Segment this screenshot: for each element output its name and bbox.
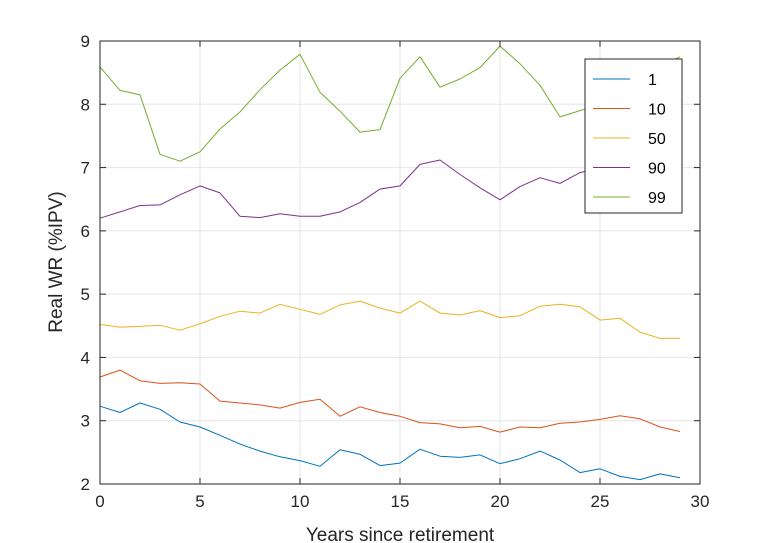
series-line-50 [99, 300, 680, 339]
x-tick-labels: 0 5 10 15 20 25 30 [95, 492, 709, 511]
y-tick-label: 4 [81, 348, 90, 367]
legend-label: 99 [648, 190, 666, 207]
legend: 1 10 50 90 99 [584, 58, 683, 214]
y-tick-labels: 2 3 4 5 6 7 8 9 [81, 32, 90, 494]
series-lines [99, 45, 681, 481]
x-tick-label: 0 [95, 492, 104, 511]
y-axis-label: Real WR (%IPV) [46, 191, 67, 332]
series-line-1 [99, 402, 681, 481]
y-tick-label: 2 [81, 475, 90, 494]
series-line-10 [99, 369, 681, 433]
legend-label: 1 [648, 72, 657, 89]
x-axis-label: Years since retirement [306, 525, 495, 543]
legend-label: 50 [648, 131, 666, 148]
axis-ticks [99, 40, 701, 485]
x-tick-label: 15 [391, 492, 410, 511]
series-line-90 [99, 159, 680, 219]
y-tick-label: 9 [81, 32, 90, 51]
legend-label: 90 [648, 161, 666, 178]
x-tick-label: 5 [195, 492, 204, 511]
x-tick-label: 20 [491, 492, 510, 511]
x-tick-label: 30 [691, 492, 710, 511]
y-tick-label: 8 [81, 95, 90, 114]
y-tick-label: 3 [81, 412, 90, 431]
legend-label: 10 [648, 102, 666, 119]
x-tick-label: 25 [591, 492, 610, 511]
y-tick-label: 5 [81, 285, 90, 304]
y-tick-label: 7 [81, 159, 90, 178]
legend-box [584, 58, 683, 214]
series-line-99 [99, 45, 681, 162]
y-tick-label: 6 [81, 222, 90, 241]
x-tick-label: 10 [291, 492, 310, 511]
